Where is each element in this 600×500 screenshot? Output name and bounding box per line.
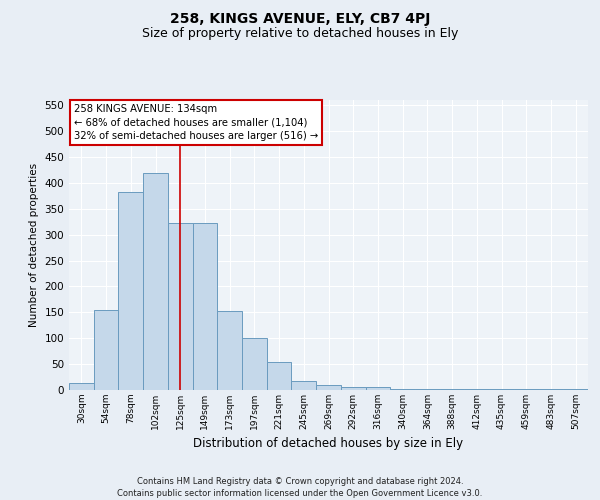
Bar	[168, 223, 193, 390]
Bar	[94, 310, 118, 390]
Text: 258, KINGS AVENUE, ELY, CB7 4PJ: 258, KINGS AVENUE, ELY, CB7 4PJ	[170, 12, 430, 26]
Bar	[539, 389, 563, 390]
Bar	[316, 385, 341, 390]
Bar	[267, 362, 292, 390]
Bar	[143, 172, 168, 390]
Bar	[390, 389, 415, 390]
Bar	[193, 223, 217, 390]
Bar	[242, 338, 267, 390]
Bar	[440, 389, 464, 390]
Y-axis label: Number of detached properties: Number of detached properties	[29, 163, 39, 327]
Bar	[464, 389, 489, 390]
Bar	[217, 312, 242, 390]
Bar	[415, 389, 440, 390]
Bar	[514, 389, 539, 390]
Text: Contains HM Land Registry data © Crown copyright and database right 2024.
Contai: Contains HM Land Registry data © Crown c…	[118, 476, 482, 498]
Bar	[365, 388, 390, 390]
Text: Size of property relative to detached houses in Ely: Size of property relative to detached ho…	[142, 28, 458, 40]
Bar	[563, 389, 588, 390]
Text: 258 KINGS AVENUE: 134sqm
← 68% of detached houses are smaller (1,104)
32% of sem: 258 KINGS AVENUE: 134sqm ← 68% of detach…	[74, 104, 319, 141]
X-axis label: Distribution of detached houses by size in Ely: Distribution of detached houses by size …	[193, 438, 464, 450]
Bar	[489, 389, 514, 390]
Bar	[292, 380, 316, 390]
Bar	[341, 388, 365, 390]
Bar	[118, 192, 143, 390]
Bar	[69, 384, 94, 390]
